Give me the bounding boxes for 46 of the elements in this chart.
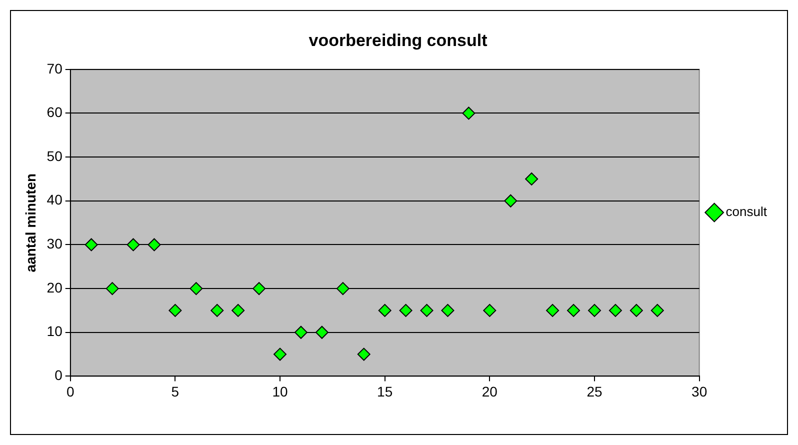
chart-title: voorbereiding consult bbox=[308, 30, 488, 50]
point bbox=[357, 348, 370, 361]
point bbox=[525, 172, 538, 186]
point bbox=[441, 304, 454, 317]
x-tick-label: 30 bbox=[692, 383, 708, 400]
point bbox=[608, 304, 622, 317]
y-tick-label: 50 bbox=[46, 148, 63, 164]
x-tick-label: 0 bbox=[66, 383, 74, 400]
y-tick-label: 30 bbox=[46, 236, 63, 252]
y-axis-title: aantal minuten bbox=[22, 173, 38, 272]
point bbox=[546, 304, 560, 317]
point bbox=[294, 326, 308, 339]
x-tick-label: 5 bbox=[171, 383, 180, 400]
point bbox=[336, 282, 350, 296]
point bbox=[168, 304, 182, 317]
y-tick-label: 40 bbox=[46, 192, 63, 208]
point bbox=[84, 238, 98, 252]
y-tick-label: 0 bbox=[54, 367, 63, 384]
x-tick-label: 15 bbox=[377, 383, 393, 400]
point bbox=[126, 238, 140, 252]
point bbox=[274, 348, 287, 361]
legend-label: consult bbox=[726, 204, 768, 220]
y-tick-label: 60 bbox=[46, 104, 63, 120]
y-tick-label: 20 bbox=[46, 279, 63, 296]
point bbox=[148, 238, 161, 252]
x-tick-label: 20 bbox=[482, 383, 498, 400]
point bbox=[232, 304, 245, 317]
point bbox=[190, 282, 203, 296]
point bbox=[462, 106, 476, 120]
point bbox=[378, 304, 392, 317]
point bbox=[106, 282, 119, 296]
y-tick-label: 10 bbox=[46, 323, 63, 340]
point bbox=[252, 282, 266, 296]
x-tick-label: 10 bbox=[272, 383, 288, 400]
y-tick-label: 70 bbox=[46, 60, 63, 76]
point bbox=[630, 304, 643, 317]
point bbox=[399, 304, 412, 317]
point bbox=[588, 304, 601, 317]
x-tick-label: 25 bbox=[586, 383, 602, 400]
point bbox=[483, 304, 496, 317]
point bbox=[504, 194, 518, 208]
point bbox=[567, 304, 580, 317]
point bbox=[650, 304, 664, 317]
point bbox=[315, 326, 328, 339]
point bbox=[420, 304, 434, 317]
point bbox=[210, 304, 224, 317]
